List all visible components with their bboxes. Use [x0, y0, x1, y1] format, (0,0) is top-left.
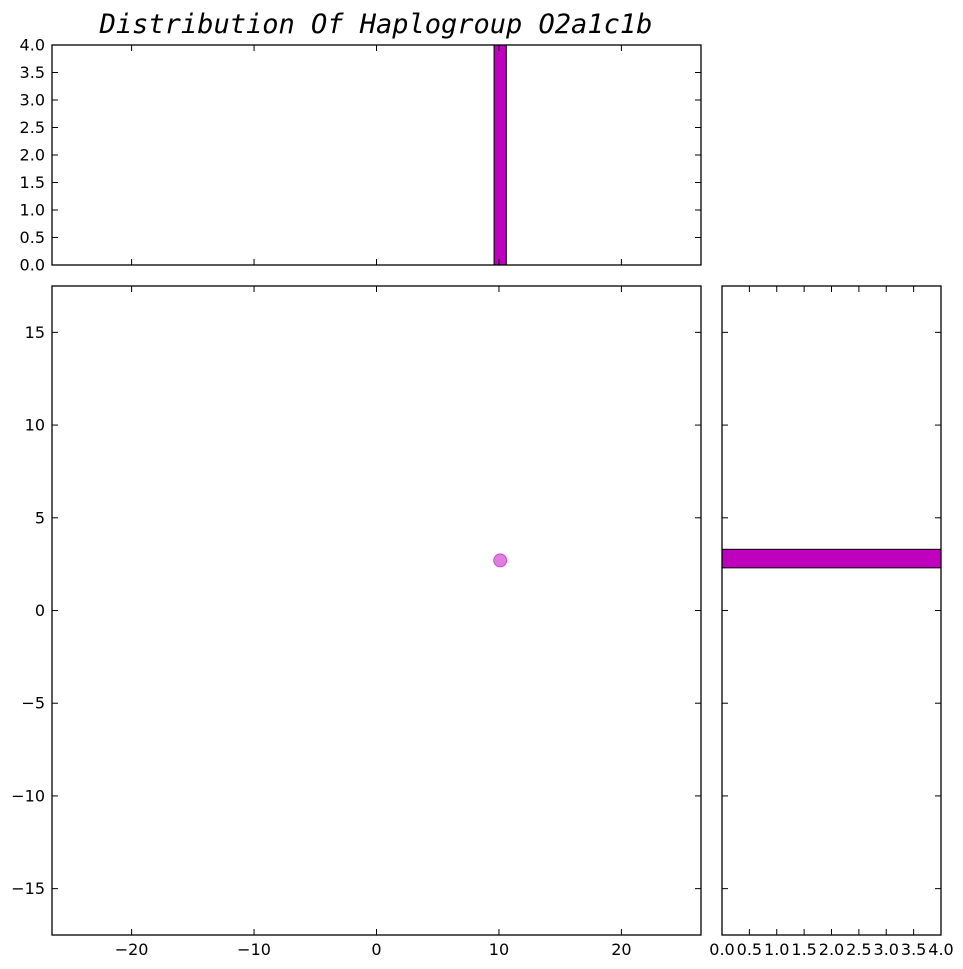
top-histogram-ytick-label: 3.0 — [20, 91, 45, 110]
scatter-xtick-label: 0 — [371, 940, 381, 959]
right-histogram-xtick-label: 3.5 — [901, 940, 926, 959]
scatter-ytick-label: 0 — [35, 601, 45, 620]
scatter-panel: −20 −10 0 10 20 −15 −10 −5 0 5 10 15 — [11, 285, 702, 959]
right-histogram-xtick-label: 3.0 — [874, 940, 899, 959]
scatter-ytick-label: −10 — [11, 786, 45, 805]
scatter-ytick-label: 15 — [25, 323, 45, 342]
scatter-ytick-label: 10 — [25, 416, 45, 435]
scatter-point — [493, 553, 508, 568]
scatter-frame — [51, 285, 702, 936]
scatter-xtick-label: 20 — [611, 940, 631, 959]
top-histogram-ytick-label: 2.5 — [20, 118, 45, 137]
scatter-xtick-label: −20 — [115, 940, 149, 959]
right-histogram-frame — [721, 285, 942, 936]
scatter-xtick-label: 10 — [489, 940, 509, 959]
top-histogram-bar — [493, 44, 507, 266]
top-histogram-ytick-label: 1.5 — [20, 173, 45, 192]
right-histogram-xtick-label: 2.0 — [819, 940, 844, 959]
scatter-xtick-label: −10 — [237, 940, 271, 959]
scatter-ytick-label: 5 — [35, 508, 45, 527]
right-histogram-xtick-label: 0.0 — [709, 940, 734, 959]
scatter-ytick-label: −5 — [21, 694, 45, 713]
right-histogram-xtick-label: 0.5 — [737, 940, 762, 959]
right-histogram-xtick-label: 4.0 — [928, 940, 953, 959]
top-histogram-frame — [51, 44, 702, 266]
chart-title: Distribution Of Haplogroup O2a1c1b — [99, 9, 653, 40]
scatter-ytick-label: −15 — [11, 879, 45, 898]
top-histogram-ytick-label: 0.5 — [20, 228, 45, 247]
right-histogram-bar — [721, 548, 942, 569]
top-histogram-ytick-label: 2.0 — [20, 146, 45, 165]
top-histogram-ytick-label: 0.0 — [20, 256, 45, 275]
top-histogram-ytick-label: 4.0 — [20, 36, 45, 55]
right-histogram-xtick-label: 1.5 — [791, 940, 816, 959]
right-histogram-panel: 0.0 0.5 1.0 1.5 2.0 2.5 3.0 3.5 4.0 — [709, 285, 954, 959]
top-histogram-ytick-label: 3.5 — [20, 63, 45, 82]
right-histogram-xtick-label: 2.5 — [846, 940, 871, 959]
top-histogram-ytick-label: 1.0 — [20, 201, 45, 220]
top-histogram-panel: 0.0 0.5 1.0 1.5 2.0 2.5 3.0 3.5 4.0 — [20, 36, 702, 275]
right-histogram-xtick-label: 1.0 — [764, 940, 789, 959]
